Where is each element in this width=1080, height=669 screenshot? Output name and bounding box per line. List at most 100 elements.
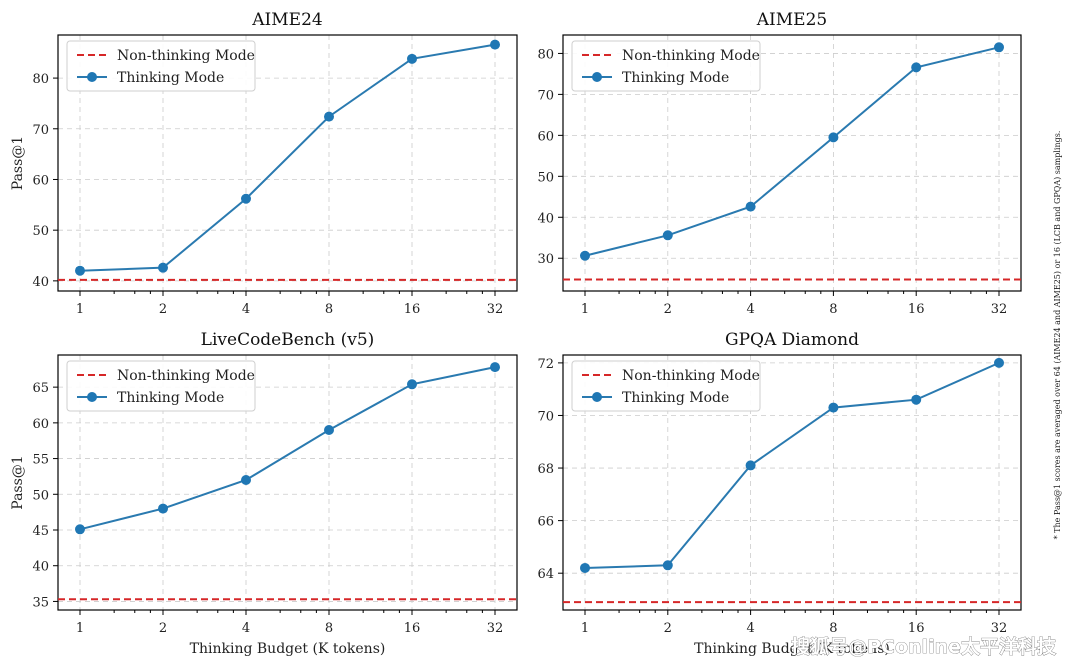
thinking-mode-point	[241, 475, 251, 485]
y-tick-label: 66	[537, 515, 554, 530]
legend: Non-thinking Mode Thinking Mode	[66, 360, 256, 412]
thinking-mode-line	[584, 46, 1000, 257]
thinking-mode-point	[662, 560, 673, 571]
x-tick-label: 1	[76, 302, 84, 317]
plot-frame	[57, 34, 518, 292]
figure-footnote: * The Pass@1 scores are averaged over 64…	[1053, 131, 1062, 540]
chart-title: LiveCodeBench (v5)	[201, 330, 375, 350]
y-tick-label: 50	[537, 170, 554, 185]
x-tick-label: 8	[325, 302, 333, 317]
chart-title: GPQA Diamond	[725, 330, 859, 350]
thinking-mode-point	[911, 394, 922, 405]
x-tick-label: 32	[487, 621, 504, 636]
legend-label-non-thinking: Non-thinking Mode	[622, 48, 760, 64]
x-tick-label: 2	[159, 302, 167, 317]
thinking-mode-point	[241, 193, 251, 204]
y-tick-label: 60	[537, 129, 554, 144]
legend-label-non-thinking: Non-thinking Mode	[622, 368, 760, 384]
thinking-mode-point	[490, 362, 500, 373]
chart-title: AIME25	[756, 10, 827, 30]
x-tick-label: 4	[242, 621, 250, 636]
thinking-mode-point	[324, 111, 334, 122]
y-tick-label: 40	[537, 211, 554, 226]
thinking-mode-line	[79, 43, 496, 272]
thinking-mode-point	[490, 39, 500, 50]
y-tick-label: 45	[32, 524, 49, 539]
thinking-mode-point	[407, 379, 417, 390]
x-tick-label: 8	[829, 302, 837, 317]
x-tick-label: 4	[746, 302, 754, 317]
thinking-mode-point	[158, 503, 168, 514]
x-tick-label: 2	[664, 302, 672, 317]
y-tick-label: 70	[537, 409, 554, 424]
x-axis-label: Thinking Budget (K tokens)	[694, 641, 890, 657]
y-tick-label: 70	[32, 123, 49, 138]
y-tick-label: 68	[537, 462, 554, 477]
x-tick-label: 16	[404, 621, 421, 636]
watermark-text: 搜狐号@PConline太平洋科技	[791, 635, 1057, 658]
thinking-mode-point	[994, 42, 1004, 53]
y-tick-label: 64	[537, 567, 554, 582]
thinking-mode-point	[745, 201, 756, 212]
x-tick-label: 2	[159, 621, 167, 636]
y-tick-label: 50	[32, 488, 49, 503]
legend-frame	[66, 40, 256, 92]
legend-label-thinking: Thinking Mode	[622, 390, 729, 406]
plot-frame	[562, 34, 1022, 292]
legend-label-thinking: Thinking Mode	[622, 70, 729, 86]
thinking-mode-point	[407, 53, 417, 64]
plot-frame	[57, 354, 518, 611]
y-tick-label: 40	[32, 275, 49, 290]
plot-frame	[562, 354, 1022, 611]
legend: Non-thinking Mode Thinking Mode	[66, 40, 256, 92]
x-tick-label: 8	[829, 621, 837, 636]
legend-frame	[571, 40, 761, 92]
chart-panel-3: 1 2 4 8 16 32 35 40 45 50 55 60 65 LiveCodeBench (v5)…	[10, 330, 518, 657]
x-axis-label: Thinking Budget (K tokens)	[190, 641, 386, 657]
legend-frame	[66, 360, 256, 412]
legend-label-thinking: Thinking Mode	[117, 70, 224, 86]
legend-frame	[571, 360, 761, 412]
legend-marker-thinking	[87, 72, 97, 82]
x-tick-label: 1	[76, 621, 84, 636]
thinking-mode-point	[75, 265, 85, 276]
thinking-mode-line	[584, 361, 1000, 569]
x-tick-label: 16	[404, 302, 421, 317]
y-tick-label: 65	[32, 381, 49, 396]
x-tick-label: 16	[908, 302, 925, 317]
y-tick-label: 80	[32, 72, 49, 87]
x-tick-label: 32	[991, 302, 1008, 317]
y-axis-label: Pass@1	[10, 136, 26, 190]
y-tick-label: 72	[537, 357, 554, 372]
x-tick-label: 8	[325, 621, 333, 636]
chart-title: AIME24	[251, 10, 322, 30]
x-tick-label: 1	[581, 302, 589, 317]
thinking-mode-point	[75, 524, 85, 535]
x-tick-label: 16	[908, 621, 925, 636]
chart-panel-2: 1 2 4 8 16 32 30 40 50 60 70 80 AIME25 Non-thinking M…	[537, 10, 1022, 317]
x-tick-label: 1	[581, 621, 589, 636]
thinking-mode-point	[745, 460, 756, 471]
thinking-mode-point	[994, 357, 1004, 368]
x-tick-label: 32	[487, 302, 504, 317]
legend: Non-thinking Mode Thinking Mode	[571, 360, 761, 412]
chart-panel-1: 1 2 4 8 16 32 40 50 60 70 80 AIME24 Pass@1 Non-thinki…	[10, 10, 518, 317]
y-axis-label: Pass@1	[10, 455, 26, 509]
thinking-mode-point	[580, 562, 590, 573]
chart-panel-4: 1 2 4 8 16 32 64 66 68 70 72 GPQA Diamond Thinking B…	[537, 330, 1022, 657]
legend-marker-thinking	[592, 392, 602, 402]
y-tick-label: 35	[32, 595, 49, 610]
y-tick-label: 80	[537, 47, 554, 62]
y-tick-label: 40	[32, 560, 49, 575]
legend: Non-thinking Mode Thinking Mode	[571, 40, 761, 92]
thinking-mode-point	[580, 250, 590, 261]
x-tick-label: 4	[242, 302, 250, 317]
thinking-mode-point	[911, 62, 922, 73]
legend-marker-thinking	[592, 72, 602, 82]
thinking-mode-point	[662, 230, 673, 241]
y-tick-label: 60	[32, 173, 49, 188]
thinking-mode-point	[828, 132, 839, 143]
y-tick-label: 30	[537, 252, 554, 267]
x-tick-label: 32	[991, 621, 1008, 636]
y-tick-label: 50	[32, 224, 49, 239]
